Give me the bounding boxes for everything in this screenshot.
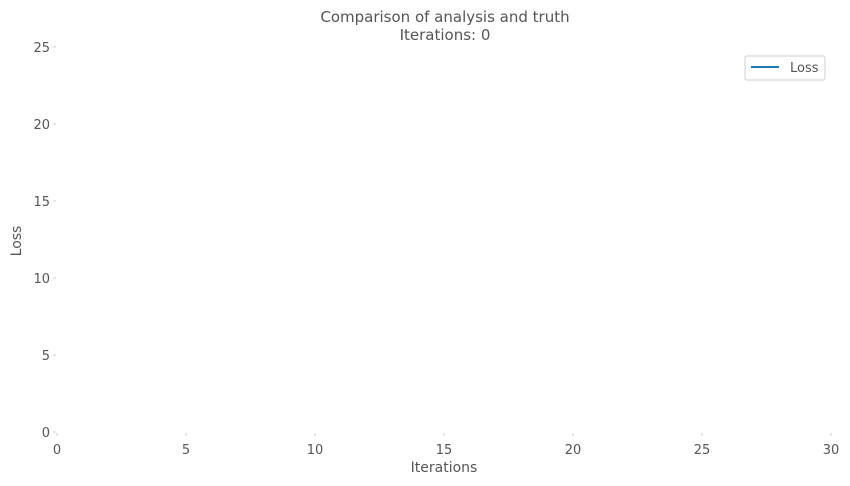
legend-box (744, 55, 826, 81)
y-axis-label: Loss (9, 226, 25, 257)
x-tick-label: 5 (182, 443, 190, 458)
x-tick-label: 10 (307, 443, 324, 458)
y-tick-label: 0 (42, 426, 50, 441)
chart-subtitle: Iterations: 0 (400, 26, 491, 44)
chart-title: Comparison of analysis and truth (320, 8, 569, 26)
y-tick-label: 10 (33, 272, 50, 287)
legend-label-loss: Loss (790, 61, 819, 76)
y-tick-label: 5 (42, 349, 50, 364)
x-tick-label: 15 (436, 443, 453, 458)
y-tick-label: 15 (33, 195, 50, 210)
x-tick-label: 30 (823, 443, 840, 458)
y-axis-ticks: 0 5 10 15 20 25 (33, 41, 56, 441)
legend: Loss (744, 55, 826, 81)
y-tick-label: 20 (33, 118, 50, 133)
x-tick-label: 20 (565, 443, 582, 458)
x-axis-label: Iterations (411, 460, 478, 476)
x-tick-label: 0 (53, 443, 61, 458)
x-axis-ticks: 0 5 10 15 20 25 30 (53, 433, 839, 458)
x-tick-label: 25 (694, 443, 711, 458)
y-tick-label: 25 (33, 41, 50, 56)
